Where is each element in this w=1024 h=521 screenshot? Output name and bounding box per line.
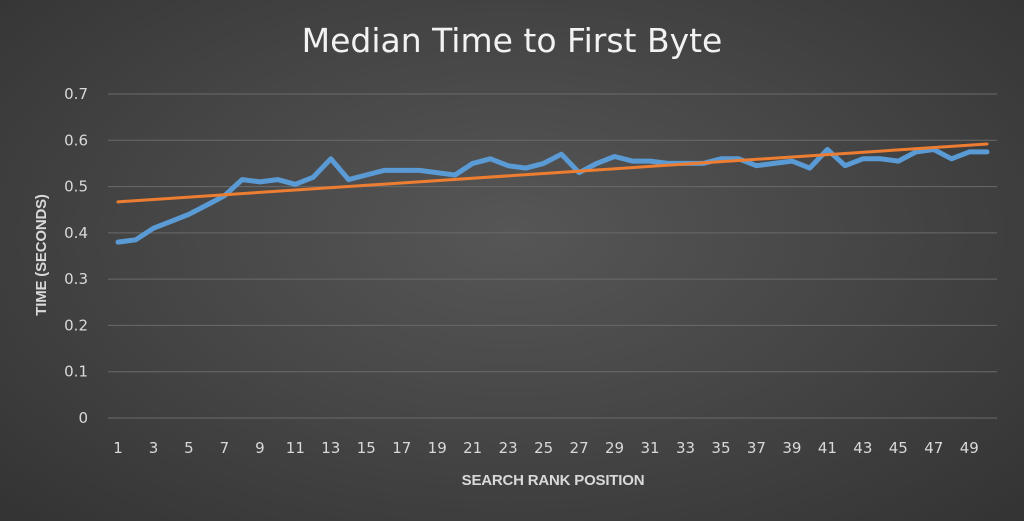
- x-tick-label: 41: [818, 439, 837, 457]
- x-tick-label: 29: [605, 439, 624, 457]
- x-tick-label: 7: [220, 439, 230, 457]
- x-tick-label: 45: [889, 439, 908, 457]
- series-line: [115, 147, 990, 245]
- x-tick-label: 25: [534, 439, 553, 457]
- y-axis-label: TIME (SECONDS): [33, 194, 50, 316]
- x-tick-label: 17: [392, 439, 411, 457]
- x-tick-label: 49: [960, 439, 979, 457]
- x-axis-label: SEARCH RANK POSITION: [462, 472, 645, 489]
- x-tick-label: 21: [463, 439, 482, 457]
- x-tick-label: 9: [255, 439, 265, 457]
- x-tick-label: 47: [924, 439, 943, 457]
- series-layer: [115, 142, 990, 245]
- x-axis-ticks: 1 3 5 7 9 11 13 15 17 19 21 23 25 27 29 31 33 35 37 39 41 43 4…: [113, 439, 979, 457]
- x-tick-label: 11: [286, 439, 305, 457]
- gridlines: [108, 93, 997, 419]
- x-tick-label: 5: [184, 439, 194, 457]
- trendline: [116, 142, 989, 204]
- y-tick-label: 0.1: [64, 363, 88, 381]
- x-tick-label: 39: [782, 439, 801, 457]
- y-axis-ticks: 0 0.1 0.2 0.3 0.4 0.5 0.6 0.7: [64, 85, 88, 427]
- y-tick-label: 0.3: [64, 270, 88, 288]
- x-tick-label: 23: [499, 439, 518, 457]
- y-tick-label: 0.5: [64, 178, 88, 196]
- x-tick-label: 27: [570, 439, 589, 457]
- x-tick-label: 33: [676, 439, 695, 457]
- x-tick-label: 19: [428, 439, 447, 457]
- y-tick-label: 0.6: [64, 131, 88, 149]
- x-tick-label: 31: [640, 439, 659, 457]
- y-tick-label: 0.7: [64, 85, 88, 103]
- chart-title: Median Time to First Byte: [302, 21, 723, 60]
- x-tick-label: 1: [113, 439, 123, 457]
- x-tick-label: 13: [321, 439, 340, 457]
- y-tick-label: 0.4: [64, 224, 88, 242]
- x-tick-label: 37: [747, 439, 766, 457]
- y-tick-label: 0: [78, 409, 88, 427]
- y-tick-label: 0.2: [64, 316, 88, 334]
- x-tick-label: 15: [357, 439, 376, 457]
- x-tick-label: 3: [149, 439, 159, 457]
- x-tick-label: 35: [711, 439, 730, 457]
- x-tick-label: 43: [853, 439, 872, 457]
